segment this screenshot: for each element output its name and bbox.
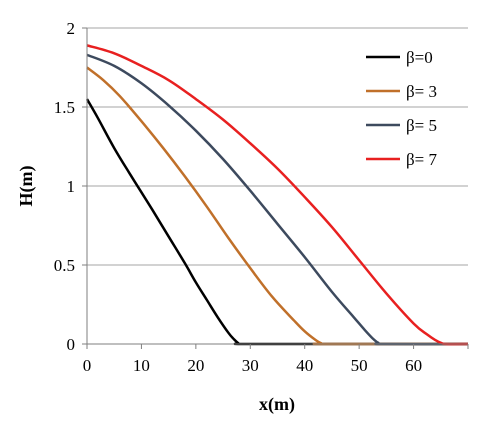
y-tick-label: 1.5	[54, 98, 75, 117]
series-line-1	[86, 66, 469, 346]
x-tick-label: 20	[187, 356, 204, 375]
axes	[82, 27, 469, 349]
y-tick-label: 0.5	[54, 256, 75, 275]
x-tick-label: 60	[405, 356, 422, 375]
series-line-2	[86, 53, 469, 346]
x-tick-label: 50	[351, 356, 368, 375]
x-tick-label: 30	[242, 356, 259, 375]
y-axis-title: H(m)	[16, 166, 37, 207]
legend-label: β= 3	[406, 82, 437, 101]
y-tick-label: 0	[67, 335, 76, 354]
x-tick-label: 10	[133, 356, 150, 375]
legend-label: β=0	[406, 48, 433, 67]
series-line-3	[86, 44, 469, 346]
legend-label: β= 7	[406, 150, 437, 169]
x-axis-title: x(m)	[259, 394, 295, 415]
legend: β=0 β= 3 β= 5 β= 7	[366, 48, 437, 169]
series-line-0	[85, 98, 468, 346]
series-layer	[85, 44, 469, 346]
tick-labels: 00.511.520 10 20 30 40 50 60	[54, 19, 422, 375]
y-tick-label: 2	[67, 19, 76, 38]
grid-lines	[87, 27, 468, 266]
x-tick-label: 40	[296, 356, 313, 375]
y-tick-label: 1	[67, 177, 76, 196]
legend-label: β= 5	[406, 116, 437, 135]
x-tick-label: 0	[83, 356, 92, 375]
